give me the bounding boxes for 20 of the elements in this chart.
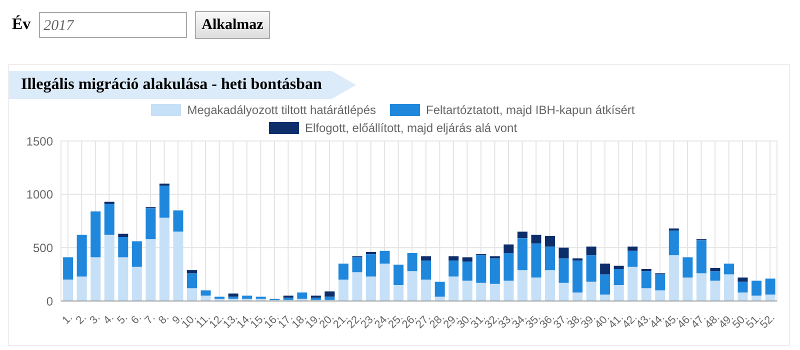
- y-tick-label: 1500: [26, 134, 54, 148]
- apply-button: Alkalmaz: [194, 11, 270, 39]
- y-tick-label: 500: [32, 240, 54, 255]
- x-tick-label: 8.: [156, 312, 172, 327]
- x-tick-label: 2.: [74, 312, 89, 327]
- year-field: 2017: [38, 12, 187, 38]
- x-tick-label: 4.: [101, 312, 116, 327]
- x-tick-label: 5.: [115, 312, 130, 327]
- x-tick-label: 6.: [128, 312, 144, 327]
- x-tick-label: 52.: [758, 312, 778, 332]
- x-tick-label: 7.: [142, 312, 158, 327]
- x-tick-label: 3.: [88, 312, 103, 327]
- y-tick-label: 0: [46, 294, 54, 308]
- legend-label: Megakadályozott tiltott határátlépés: [187, 103, 376, 117]
- y-tick-label: 1000: [26, 188, 54, 202]
- legend-label: Elfogott, előállított, majd eljárás alá vont: [304, 121, 518, 135]
- chart-title: Illegális migráció alakulása - heti bontásban: [9, 71, 356, 99]
- x-tick-label: 1.: [60, 312, 76, 327]
- text: Év: [12, 16, 31, 34]
- legend-label: Feltartóztatott, majd IBH-kapun átkísért: [426, 103, 635, 117]
